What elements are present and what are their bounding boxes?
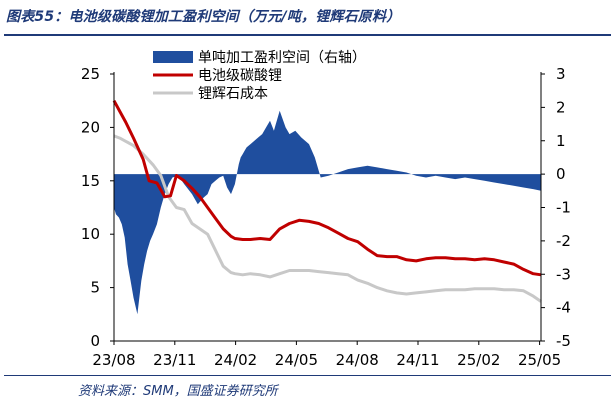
x-tick-label: 25/02 (457, 351, 500, 369)
source-note: 资料来源：SMM，国盛证券研究所 (78, 384, 278, 399)
y-right-tick-label: 0 (556, 165, 566, 183)
y-right-tick-label: 3 (556, 65, 566, 83)
legend-swatch-area (153, 51, 193, 63)
x-tick-label: 24/02 (214, 351, 257, 369)
x-tick-label: 23/08 (92, 351, 135, 369)
y-right-tick-label: 1 (556, 132, 566, 150)
x-tick-label: 24/11 (396, 351, 439, 369)
y-left-tick-label: 25 (81, 65, 100, 83)
x-tick-label: 25/05 (518, 351, 561, 369)
footer-rule (4, 375, 611, 376)
series-1-line (112, 99, 542, 277)
chart-title: 图表55：电池级碳酸锂加工盈利空间（万元/吨，锂辉石原料） (6, 9, 401, 25)
title-rule (4, 34, 611, 36)
y-right-tick-label: -3 (556, 265, 571, 283)
legend-label: 锂辉石成本 (198, 86, 268, 102)
series-2-line (113, 134, 542, 303)
y-left-tick-label: 0 (90, 332, 100, 350)
series-0-area (114, 110, 541, 315)
legend-label: 单吨加工盈利空间（右轴） (198, 50, 366, 66)
y-right-tick-label: -5 (556, 332, 571, 350)
axes-layer: 0 5 10 15 20 25 -5 -4 -3 -2 -1 0 1 2 3 23/08 23/11 24/02 2… (81, 65, 571, 369)
chart-svg: 0 5 10 15 20 25 -5 -4 -3 -2 -1 0 1 2 3 23/08 23/11 24/02 2… (81, 50, 571, 369)
x-tick-label: 24/05 (275, 351, 318, 369)
y-left-tick-label: 10 (81, 225, 100, 243)
y-right-tick-label: -4 (556, 299, 571, 317)
y-left-tick-label: 20 (81, 118, 100, 136)
x-tick-label: 24/08 (336, 351, 379, 369)
line-series-layer (112, 99, 542, 303)
y-right-tick-label: -2 (556, 232, 571, 250)
x-tick-label: 23/11 (153, 351, 196, 369)
area-series-layer (114, 110, 541, 315)
legend-label: 电池级碳酸锂 (198, 68, 282, 84)
y-right-tick-label: -1 (556, 199, 571, 217)
y-right-tick-label: 2 (556, 98, 566, 116)
y-left-tick-label: 15 (81, 172, 100, 190)
y-left-tick-label: 5 (90, 279, 100, 297)
